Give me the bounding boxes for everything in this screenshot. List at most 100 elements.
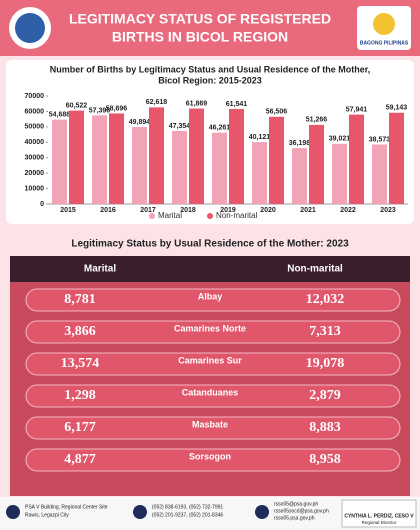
- y-tick-label: 30000: [25, 155, 45, 162]
- row-bar: [25, 384, 401, 408]
- value-label: 49,894: [129, 119, 151, 126]
- bar: [189, 108, 204, 204]
- x-tick-label: 2015: [60, 207, 76, 214]
- value-label: 57,396: [89, 107, 111, 114]
- marital-value: 6,177: [64, 420, 96, 435]
- chart-title: Number of Births by Legitimacy Status an…: [50, 64, 371, 74]
- x-tick-label: 2018: [180, 207, 196, 214]
- bar: [149, 107, 164, 204]
- footer-text: (052) 201-9237, (052) 201-8346: [152, 512, 223, 518]
- bar: [269, 116, 284, 204]
- marital-value: 8,781: [64, 292, 96, 307]
- non-marital-value: 7,313: [309, 324, 341, 339]
- row-bar: [25, 352, 401, 376]
- header-title: LEGITIMACY STATUS OF REGISTERED: [69, 11, 331, 27]
- marital-value: 13,574: [61, 356, 100, 371]
- value-label: 51,266: [306, 117, 328, 124]
- column-header: Marital: [84, 264, 116, 275]
- footer-text: PSA V Building, Regional Center Site: [25, 504, 108, 510]
- value-label: 38,573: [369, 136, 391, 143]
- bar: [132, 127, 147, 204]
- footer-icon: [133, 505, 147, 519]
- footer-icon: [255, 505, 269, 519]
- footer-text: rsso05socd@psa.gov.ph: [274, 508, 329, 514]
- y-tick-label: 40000: [25, 139, 45, 146]
- row-bar: [25, 320, 401, 344]
- value-label: 61,869: [186, 100, 208, 107]
- value-label: 62,618: [146, 99, 168, 106]
- bp-sun: [373, 13, 395, 35]
- x-tick-label: 2016: [100, 207, 116, 214]
- y-tick-label: 60000: [25, 108, 45, 115]
- bar: [229, 109, 244, 204]
- value-label: 58,696: [106, 105, 128, 112]
- y-tick-label: 50000: [25, 124, 45, 131]
- y-tick-label: 0: [40, 201, 44, 208]
- bar: [52, 119, 67, 204]
- bar: [389, 112, 404, 204]
- value-label: 39,021: [329, 136, 351, 143]
- non-marital-value: 2,879: [309, 388, 341, 403]
- legend-label: Non-marital: [216, 211, 258, 220]
- province-name: Camarines Norte: [174, 323, 246, 333]
- province-name: Catanduanes: [182, 387, 239, 397]
- bar: [252, 142, 267, 204]
- value-label: 54,688: [49, 111, 71, 118]
- bar: [92, 115, 107, 204]
- bar: [69, 110, 84, 204]
- non-marital-value: 12,032: [306, 292, 345, 307]
- footer-text: rsso05@psa.gov.ph: [274, 501, 318, 507]
- province-name: Sorsogon: [189, 451, 231, 461]
- value-label: 61,541: [226, 101, 248, 108]
- non-marital-value: 19,078: [306, 356, 345, 371]
- value-label: 57,941: [346, 106, 368, 113]
- province-name: Camarines Sur: [178, 355, 242, 365]
- x-tick-label: 2017: [140, 207, 156, 214]
- row-bar: [25, 448, 401, 472]
- row-bar: [25, 288, 401, 312]
- marital-value: 3,866: [64, 324, 96, 339]
- content: 0 10000 20000 30000 40000 50000 60000 70000 2015…: [6, 93, 417, 528]
- bar: [109, 113, 124, 204]
- province-name: Masbate: [192, 419, 228, 429]
- bar: [349, 114, 364, 204]
- value-label: 36,198: [289, 140, 311, 147]
- marital-value: 4,877: [64, 452, 96, 467]
- logo-text: BAGONG PILIPINAS: [360, 40, 409, 46]
- bar: [292, 148, 307, 204]
- value-label: 46,261: [209, 124, 231, 131]
- x-tick-label: 2020: [260, 207, 276, 214]
- position: Regional Director: [362, 520, 397, 525]
- table-header-band: [10, 256, 410, 282]
- chart-title: Bicol Region: 2015-2023: [158, 75, 262, 85]
- footer-text: (052) 838-6193, (052) 732-7991: [152, 504, 223, 510]
- bar: [332, 143, 347, 204]
- table-title: Legitimacy Status by Usual Residence of …: [71, 239, 349, 250]
- bar: [372, 144, 387, 204]
- header-title: BIRTHS IN BICOL REGION: [112, 29, 288, 45]
- province-name: Albay: [198, 291, 223, 301]
- value-label: 40,121: [249, 134, 271, 141]
- footer-text: rsso05.psa.gov.ph: [274, 515, 315, 521]
- x-tick-label: 2021: [300, 207, 316, 214]
- row-bar: [25, 416, 401, 440]
- x-tick-label: 2023: [380, 207, 396, 214]
- y-tick-label: 10000: [25, 185, 45, 192]
- value-label: 47,354: [169, 123, 191, 130]
- signatory: CYNTHIA L. PERDIZ, CESO V: [344, 513, 414, 519]
- legend-swatch: [207, 213, 213, 219]
- x-tick-label: 2019: [220, 207, 236, 214]
- value-label: 60,522: [66, 102, 88, 109]
- y-tick-label: 20000: [25, 170, 45, 177]
- footer-icon: [6, 505, 20, 519]
- bar: [309, 124, 324, 204]
- bar: [172, 130, 187, 204]
- value-label: 56,506: [266, 109, 288, 116]
- legend-swatch: [149, 213, 155, 219]
- non-marital-value: 8,958: [309, 452, 341, 467]
- value-label: 59,143: [386, 105, 408, 112]
- psa-logo-inner: [15, 13, 45, 43]
- signature-box: [341, 499, 417, 528]
- marital-value: 1,298: [64, 388, 96, 403]
